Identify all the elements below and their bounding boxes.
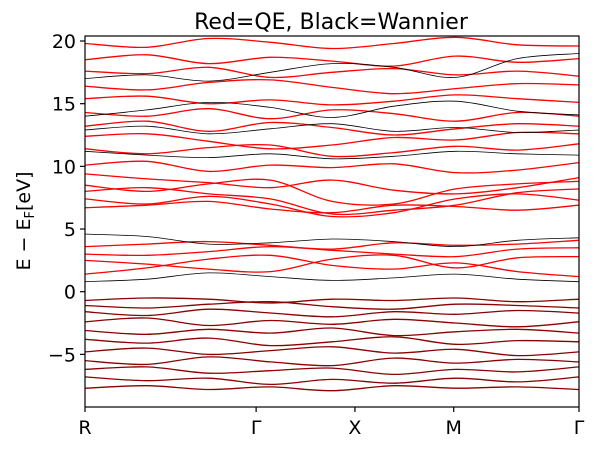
y-axis: −5 0 5 10 15 20 bbox=[48, 31, 85, 366]
band-qe-6 bbox=[85, 143, 579, 158]
band-qe-14 bbox=[85, 36, 579, 50]
band-valence-10 bbox=[85, 385, 579, 392]
band-valence-0 bbox=[85, 297, 579, 304]
band-qe-1 bbox=[85, 193, 579, 218]
band-wannier-4 bbox=[85, 100, 579, 118]
band-wannier-0 bbox=[85, 233, 579, 248]
band-qe-18 bbox=[85, 239, 579, 250]
band-wannier-5 bbox=[85, 123, 579, 135]
band-qe-2 bbox=[85, 187, 579, 216]
band-qe-9 bbox=[85, 108, 579, 122]
band-wannier-2 bbox=[85, 150, 579, 160]
bands-group bbox=[85, 36, 579, 392]
x-tick-label-2: X bbox=[348, 417, 361, 439]
band-wannier-3 bbox=[85, 53, 579, 82]
chart-title: Red=QE, Black=Wannier bbox=[194, 10, 469, 35]
x-tick-label-0: R bbox=[78, 417, 91, 439]
y-tick-label-3: 10 bbox=[52, 156, 76, 178]
band-qe-12 bbox=[85, 66, 579, 79]
band-qe-5 bbox=[85, 160, 579, 174]
band-valence-5 bbox=[85, 336, 579, 347]
band-valence-4 bbox=[85, 327, 579, 337]
band-qe-13 bbox=[85, 54, 579, 67]
y-axis-label-subscript: F bbox=[23, 211, 38, 218]
band-qe-10 bbox=[85, 94, 579, 106]
band-qe-11 bbox=[85, 79, 579, 95]
band-valence-9 bbox=[85, 376, 579, 386]
y-axis-label-unit: [eV] bbox=[13, 171, 35, 211]
band-valence-3 bbox=[85, 317, 579, 328]
band-qe-17 bbox=[85, 245, 579, 258]
band-valence-6 bbox=[85, 346, 579, 357]
band-valence-7 bbox=[85, 356, 579, 367]
band-valence-1 bbox=[85, 301, 579, 310]
band-qe-7 bbox=[85, 131, 579, 150]
y-tick-label-1: 0 bbox=[64, 282, 76, 304]
y-axis-label-prefix: E − E bbox=[13, 218, 35, 270]
y-tick-label-4: 15 bbox=[52, 94, 76, 116]
y-tick-label-0: −5 bbox=[48, 344, 76, 366]
y-tick-label-2: 5 bbox=[64, 219, 76, 241]
band-qe-15 bbox=[85, 254, 579, 278]
x-tick-label-1: Γ bbox=[251, 417, 262, 439]
band-valence-2 bbox=[85, 308, 579, 318]
band-qe-8 bbox=[85, 120, 579, 136]
band-qe-3 bbox=[85, 178, 579, 206]
x-tick-label-4: Γ bbox=[574, 417, 585, 439]
axes-frame bbox=[84, 35, 580, 408]
band-valence-8 bbox=[85, 366, 579, 376]
x-tick-label-3: M bbox=[446, 417, 462, 439]
band-wannier-1 bbox=[85, 272, 579, 283]
band-qe-16 bbox=[85, 254, 579, 273]
band-qe-0 bbox=[85, 200, 579, 214]
y-tick-label-5: 20 bbox=[52, 31, 76, 53]
band-qe-4 bbox=[85, 173, 579, 195]
y-axis-label: E − EF[eV] bbox=[13, 171, 38, 270]
